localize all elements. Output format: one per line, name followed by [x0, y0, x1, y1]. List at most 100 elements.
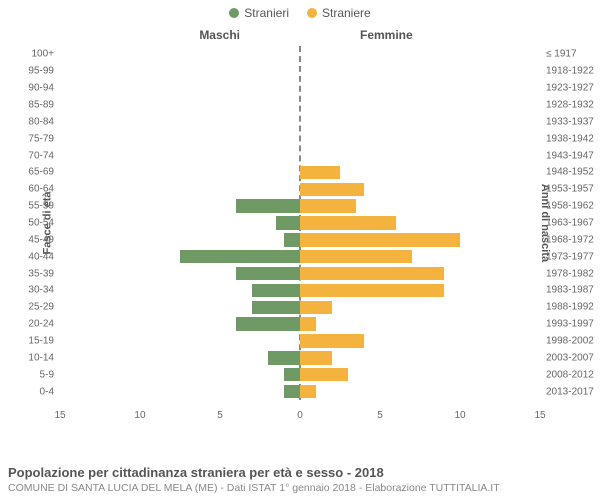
- age-label: 5-9: [40, 369, 60, 380]
- year-label: 1928-1932: [540, 99, 594, 110]
- age-label: 10-14: [28, 352, 60, 363]
- year-label: 1963-1967: [540, 217, 594, 228]
- chart-subtitle: COMUNE DI SANTA LUCIA DEL MELA (ME) - Da…: [8, 482, 592, 494]
- chart-row: 5-92008-2012: [60, 366, 540, 383]
- male-bar: [252, 301, 300, 314]
- female-bar: [300, 233, 460, 246]
- age-label: 65-69: [28, 167, 60, 178]
- chart-row: 70-741943-1947: [60, 147, 540, 164]
- year-label: 1973-1977: [540, 251, 594, 262]
- age-label: 20-24: [28, 319, 60, 330]
- legend-item-female: Straniere: [307, 6, 371, 20]
- chart-row: 30-341983-1987: [60, 282, 540, 299]
- column-header-female: Femmine: [360, 28, 413, 42]
- year-label: 1918-1922: [540, 66, 594, 77]
- age-label: 60-64: [28, 184, 60, 195]
- female-bar: [300, 385, 316, 398]
- x-tick-label: 5: [217, 410, 223, 421]
- age-label: 35-39: [28, 268, 60, 279]
- female-bar: [300, 183, 364, 196]
- male-bar: [284, 233, 300, 246]
- chart-row: 80-841933-1937: [60, 113, 540, 130]
- age-label: 40-44: [28, 251, 60, 262]
- year-label: 1998-2002: [540, 335, 594, 346]
- chart-row: 40-441973-1977: [60, 248, 540, 265]
- female-bar: [300, 368, 348, 381]
- male-bar: [236, 199, 300, 212]
- age-label: 25-29: [28, 302, 60, 313]
- chart-footer: Popolazione per cittadinanza straniera p…: [8, 465, 592, 494]
- x-tick-label: 10: [134, 410, 145, 421]
- plot-area: Fasce di età Anni di nascita 100+≤ 19179…: [60, 46, 540, 400]
- female-bar: [300, 284, 444, 297]
- female-bar: [300, 317, 316, 330]
- year-label: 1968-1972: [540, 234, 594, 245]
- female-bar: [300, 199, 356, 212]
- chart-row: 0-42013-2017: [60, 383, 540, 400]
- year-label: 1943-1947: [540, 150, 594, 161]
- legend-item-male: Stranieri: [229, 6, 289, 20]
- chart-row: 85-891928-1932: [60, 97, 540, 114]
- age-label: 100+: [31, 49, 60, 60]
- year-label: 2003-2007: [540, 352, 594, 363]
- female-bar: [300, 166, 340, 179]
- chart-row: 45-491968-1972: [60, 231, 540, 248]
- chart-row: 35-391978-1982: [60, 265, 540, 282]
- age-label: 45-49: [28, 234, 60, 245]
- legend: Stranieri Straniere: [0, 0, 600, 20]
- age-label: 85-89: [28, 99, 60, 110]
- age-label: 90-94: [28, 83, 60, 94]
- age-label: 50-54: [28, 217, 60, 228]
- age-label: 15-19: [28, 335, 60, 346]
- chart-row: 25-291988-1992: [60, 299, 540, 316]
- chart-row: 75-791938-1942: [60, 130, 540, 147]
- age-label: 95-99: [28, 66, 60, 77]
- male-bar: [236, 317, 300, 330]
- age-label: 70-74: [28, 150, 60, 161]
- x-axis: 15105051015: [60, 410, 540, 430]
- year-label: 1988-1992: [540, 302, 594, 313]
- male-bar: [268, 351, 300, 364]
- female-bar: [300, 334, 364, 347]
- year-label: 2013-2017: [540, 386, 594, 397]
- age-label: 80-84: [28, 116, 60, 127]
- year-label: 1978-1982: [540, 268, 594, 279]
- age-label: 0-4: [40, 386, 60, 397]
- age-label: 75-79: [28, 133, 60, 144]
- legend-female-label: Straniere: [322, 6, 371, 20]
- legend-male-label: Stranieri: [244, 6, 289, 20]
- year-label: 1993-1997: [540, 319, 594, 330]
- x-tick-label: 15: [534, 410, 545, 421]
- chart-row: 95-991918-1922: [60, 63, 540, 80]
- age-label: 55-59: [28, 201, 60, 212]
- chart-row: 60-641953-1957: [60, 181, 540, 198]
- year-label: 1938-1942: [540, 133, 594, 144]
- x-tick-label: 10: [454, 410, 465, 421]
- x-tick-label: 15: [54, 410, 65, 421]
- female-bar: [300, 216, 396, 229]
- male-bar: [236, 267, 300, 280]
- age-label: 30-34: [28, 285, 60, 296]
- chart-row: 50-541963-1967: [60, 215, 540, 232]
- male-bar: [284, 385, 300, 398]
- chart-row: 55-591958-1962: [60, 198, 540, 215]
- x-tick-label: 0: [297, 410, 303, 421]
- chart-row: 100+≤ 1917: [60, 46, 540, 63]
- chart-row: 20-241993-1997: [60, 316, 540, 333]
- year-label: 1953-1957: [540, 184, 594, 195]
- year-label: 1933-1937: [540, 116, 594, 127]
- female-bar: [300, 267, 444, 280]
- x-tick-label: 5: [377, 410, 383, 421]
- chart-row: 10-142003-2007: [60, 349, 540, 366]
- male-bar: [276, 216, 300, 229]
- column-header-male: Maschi: [199, 28, 240, 42]
- male-swatch-icon: [229, 8, 239, 18]
- chart-row: 15-191998-2002: [60, 333, 540, 350]
- chart-row: 65-691948-1952: [60, 164, 540, 181]
- year-label: 1948-1952: [540, 167, 594, 178]
- year-label: 1923-1927: [540, 83, 594, 94]
- chart-title: Popolazione per cittadinanza straniera p…: [8, 465, 592, 480]
- year-label: 1983-1987: [540, 285, 594, 296]
- female-swatch-icon: [307, 8, 317, 18]
- year-label: 1958-1962: [540, 201, 594, 212]
